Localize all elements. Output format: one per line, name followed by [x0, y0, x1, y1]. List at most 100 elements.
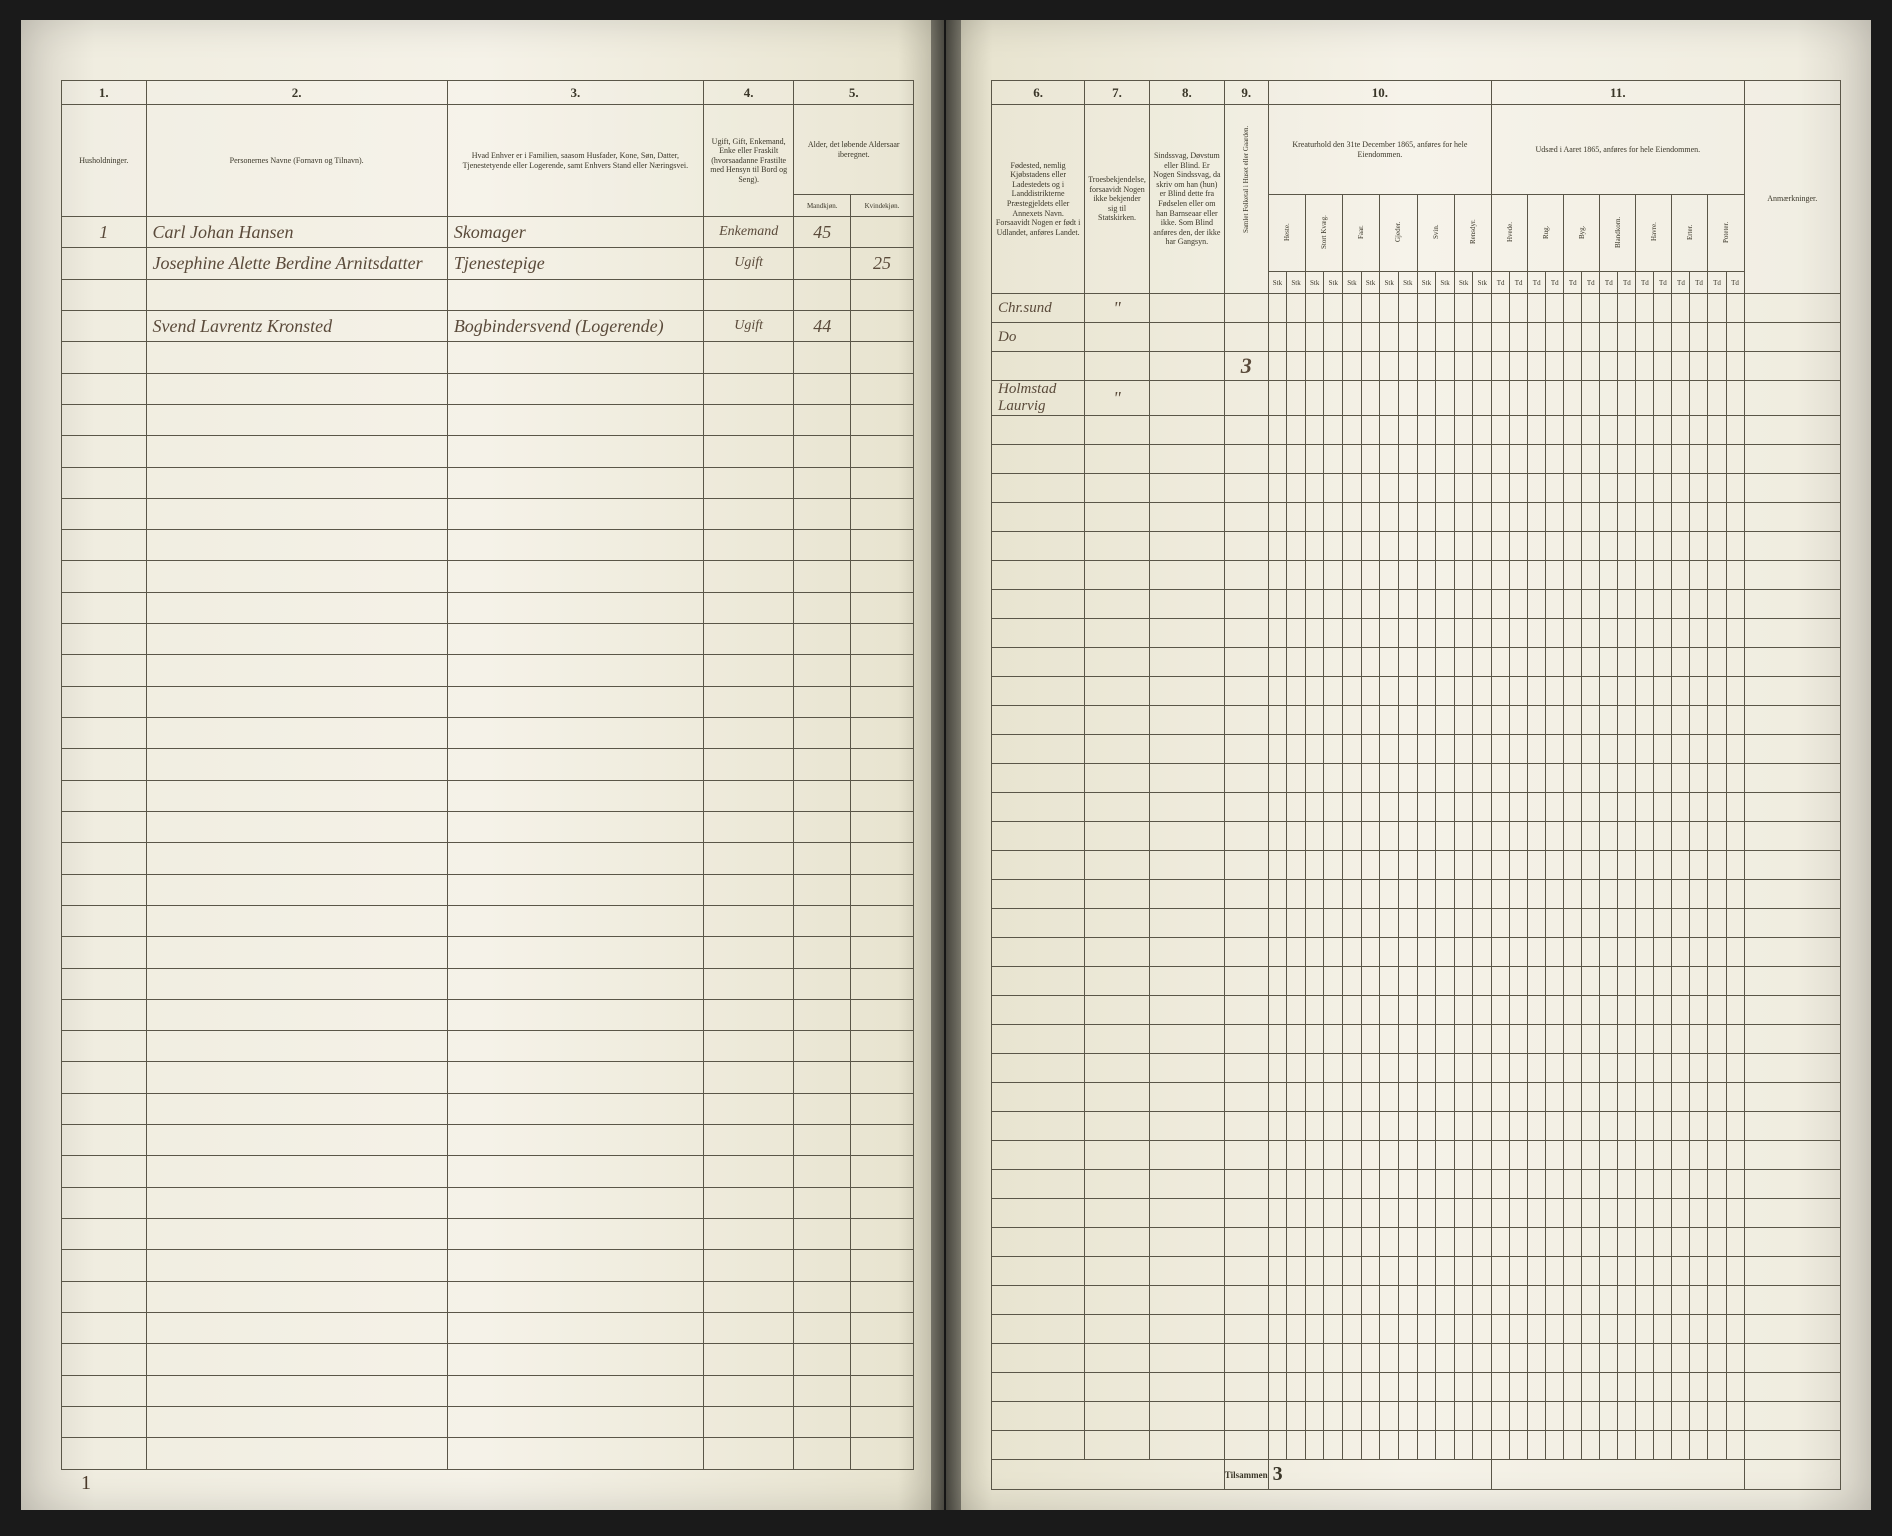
table-row [62, 686, 914, 717]
cell-seed [1654, 1083, 1672, 1112]
cell-seed [1600, 1257, 1618, 1286]
cell-seed [1582, 851, 1600, 880]
cell-status [703, 279, 794, 310]
cell-status [703, 999, 794, 1030]
cell-seed [1492, 793, 1510, 822]
cell-status [703, 561, 794, 592]
cell-name [146, 1344, 447, 1375]
cell-livestock [1473, 822, 1492, 851]
cell-livestock [1268, 445, 1287, 474]
cell-livestock [1305, 1083, 1324, 1112]
cell-livestock [1305, 352, 1324, 381]
cell-age-m [794, 874, 851, 905]
cell-status [703, 655, 794, 686]
cell-livestock [1343, 909, 1362, 938]
unit-cell: Stk [1473, 272, 1492, 294]
cell-seed [1582, 967, 1600, 996]
cell-birthplace [992, 1431, 1085, 1460]
cell-livestock [1436, 1286, 1455, 1315]
left-page: 1. 2. 3. 4. 5. Husholdninger. Personerne… [21, 20, 946, 1510]
table-row [992, 445, 1841, 474]
unit-cell: Stk [1398, 272, 1417, 294]
cell-livestock [1287, 822, 1306, 851]
cell-seed [1546, 1083, 1564, 1112]
cell-position [447, 1219, 703, 1250]
table-row [62, 811, 914, 842]
cell-remarks [1744, 1199, 1840, 1228]
cell-livestock [1324, 648, 1343, 677]
cell-livestock [1417, 323, 1436, 352]
cell-livestock [1305, 909, 1324, 938]
cell-status [703, 436, 794, 467]
cell-position [447, 1375, 703, 1406]
cell-hh [62, 718, 147, 749]
cell-disability [1149, 1402, 1224, 1431]
cell-livestock [1417, 1286, 1436, 1315]
cell-livestock [1324, 352, 1343, 381]
cell-seed [1600, 1373, 1618, 1402]
cell-livestock [1361, 1112, 1380, 1141]
cell-livestock [1305, 1112, 1324, 1141]
cell-seed [1654, 938, 1672, 967]
table-row [62, 1344, 914, 1375]
cell-seed [1528, 938, 1546, 967]
cell-seed [1582, 1054, 1600, 1083]
cell-seed [1654, 996, 1672, 1025]
cell-disability [1149, 323, 1224, 352]
cell-total [1224, 706, 1268, 735]
cell-livestock [1268, 967, 1287, 996]
cell-livestock [1324, 1054, 1343, 1083]
cell-livestock [1436, 851, 1455, 880]
cell-seed [1510, 1112, 1528, 1141]
cell-seed [1528, 445, 1546, 474]
cell-name [146, 1093, 447, 1124]
cell-disability [1149, 822, 1224, 851]
cell-livestock [1305, 294, 1324, 323]
cell-seed [1690, 1286, 1708, 1315]
cell-livestock [1473, 967, 1492, 996]
cell-seed [1636, 793, 1654, 822]
cell-seed [1672, 1402, 1690, 1431]
cell-disability [1149, 381, 1224, 416]
cell-disability [1149, 851, 1224, 880]
cell-total [1224, 1402, 1268, 1431]
cell-seed [1672, 1054, 1690, 1083]
cell-livestock [1343, 822, 1362, 851]
cell-seed [1600, 677, 1618, 706]
cell-livestock [1343, 880, 1362, 909]
cell-age-m [794, 404, 851, 435]
cell-birthplace [992, 474, 1085, 503]
cell-remarks [1744, 1344, 1840, 1373]
cell-name [146, 342, 447, 373]
cell-seed [1690, 532, 1708, 561]
cell-livestock [1268, 909, 1287, 938]
cell-remarks [1744, 1083, 1840, 1112]
cell-birthplace [992, 677, 1085, 706]
cell-seed [1492, 381, 1510, 416]
cell-livestock [1361, 1025, 1380, 1054]
cell-livestock [1398, 764, 1417, 793]
cell-seed [1672, 619, 1690, 648]
cell-birthplace [992, 764, 1085, 793]
cell-seed [1510, 735, 1528, 764]
cell-birthplace [992, 619, 1085, 648]
cell-age-m [794, 780, 851, 811]
cell-birthplace: Do [992, 323, 1085, 352]
cell-seed [1546, 706, 1564, 735]
cell-livestock [1268, 1083, 1287, 1112]
cell-seed [1582, 532, 1600, 561]
cell-status [703, 1062, 794, 1093]
cell-livestock [1398, 1344, 1417, 1373]
cell-seed [1672, 1025, 1690, 1054]
cell-seed [1510, 648, 1528, 677]
cell-livestock [1343, 619, 1362, 648]
cell-age-f: 25 [850, 248, 913, 279]
cell-livestock [1473, 416, 1492, 445]
cell-position [447, 811, 703, 842]
cell-livestock [1454, 503, 1473, 532]
cell-livestock [1436, 1228, 1455, 1257]
cell-livestock [1361, 735, 1380, 764]
cell-age-f [850, 999, 913, 1030]
cell-livestock [1473, 323, 1492, 352]
cell-livestock [1287, 793, 1306, 822]
